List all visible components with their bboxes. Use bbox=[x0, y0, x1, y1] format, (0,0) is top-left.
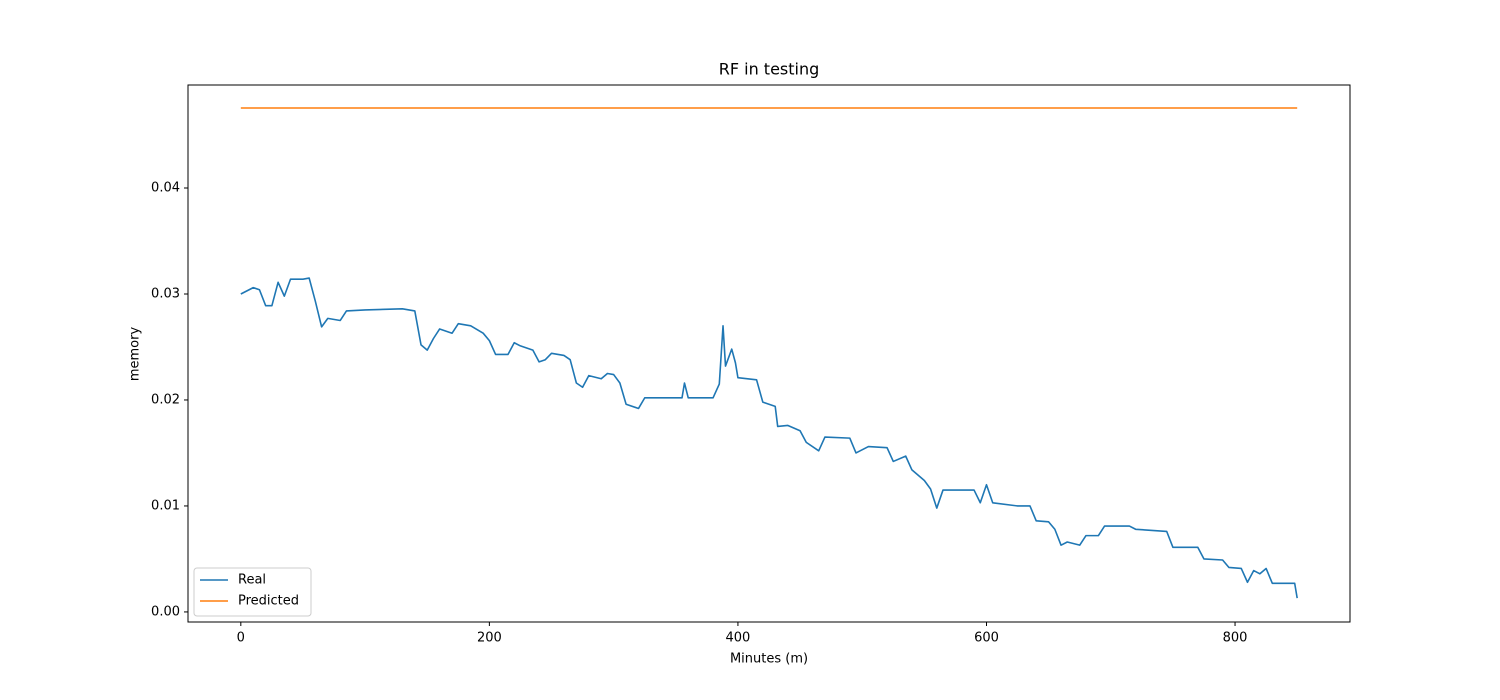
y-tick-label: 0.02 bbox=[151, 392, 180, 407]
legend-label: Real bbox=[238, 573, 266, 588]
legend: Real Predicted bbox=[193, 567, 312, 617]
y-tick-label: 0.03 bbox=[151, 286, 180, 301]
y-tick-label: 0.00 bbox=[151, 604, 180, 619]
y-tick-label: 0.04 bbox=[151, 181, 180, 196]
x-tick-label: 400 bbox=[726, 631, 751, 646]
x-tick-label: 800 bbox=[1223, 631, 1248, 646]
y-axis-label: memory bbox=[128, 327, 143, 382]
x-tick-label: 600 bbox=[974, 631, 999, 646]
x-tick-label: 200 bbox=[477, 631, 502, 646]
legend-label: Predicted bbox=[238, 594, 299, 609]
plot-frame bbox=[187, 84, 1351, 623]
chart-title: RF in testing bbox=[719, 60, 820, 79]
series-line bbox=[240, 277, 1298, 599]
x-tick-label: 0 bbox=[237, 631, 245, 646]
y-tick-label: 0.01 bbox=[151, 498, 180, 513]
x-axis-label: Minutes (m) bbox=[730, 652, 808, 667]
